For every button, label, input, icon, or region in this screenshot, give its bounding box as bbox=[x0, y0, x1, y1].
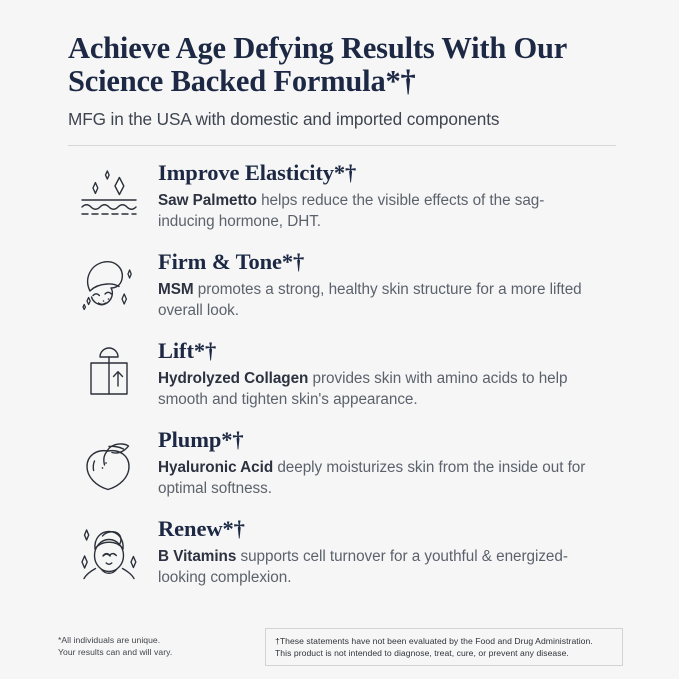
feature-description-text: provides skin with amino acids to help s… bbox=[158, 370, 568, 408]
feature-description-text: helps reduce the visible effects of the … bbox=[158, 192, 545, 230]
ingredient-name: B Vitamins bbox=[158, 548, 237, 565]
feature-description: MSM promotes a strong, healthy skin stru… bbox=[158, 279, 598, 321]
face-profile-sparkle-icon bbox=[68, 249, 150, 315]
feature-item-firm-and-tone: Firm & Tone*† MSM promotes a strong, hea… bbox=[68, 249, 619, 331]
footer: *All individuals are unique. Your result… bbox=[58, 628, 623, 666]
feature-text-block: Improve Elasticity*† Saw Palmetto helps … bbox=[150, 160, 619, 232]
feature-list: Improve Elasticity*† Saw Palmetto helps … bbox=[68, 160, 619, 598]
feature-title: Improve Elasticity*† bbox=[158, 160, 357, 185]
feature-item-renew: Renew*† B Vitamins supports cell turnove… bbox=[68, 516, 619, 598]
face-hair-towel-sparkle-icon bbox=[68, 516, 150, 586]
feature-description: Hydrolyzed Collagen provides skin with a… bbox=[158, 368, 598, 410]
ingredient-name: MSM bbox=[158, 281, 194, 298]
feature-title: Firm & Tone*† bbox=[158, 249, 305, 274]
feature-description-text: promotes a strong, healthy skin structur… bbox=[158, 281, 582, 319]
feature-text-block: Renew*† B Vitamins supports cell turnove… bbox=[150, 516, 619, 588]
fda-disclaimer-line-2: This product is not intended to diagnose… bbox=[275, 648, 569, 658]
page-subtitle: MFG in the USA with domestic and importe… bbox=[68, 109, 500, 129]
feature-title: Lift*† bbox=[158, 338, 217, 363]
elevator-up-arrow-icon bbox=[68, 338, 150, 402]
feature-description: B Vitamins supports cell turnover for a … bbox=[158, 546, 598, 588]
feature-text-block: Plump*† Hyaluronic Acid deeply moisturiz… bbox=[150, 427, 619, 499]
feature-item-improve-elasticity: Improve Elasticity*† Saw Palmetto helps … bbox=[68, 160, 619, 242]
feature-description: Saw Palmetto helps reduce the visible ef… bbox=[158, 190, 598, 232]
feature-item-plump: Plump*† Hyaluronic Acid deeply moisturiz… bbox=[68, 427, 619, 509]
ingredient-name: Hydrolyzed Collagen bbox=[158, 370, 309, 387]
feature-description: Hyaluronic Acid deeply moisturizes skin … bbox=[158, 457, 598, 499]
feature-item-lift: Lift*† Hydrolyzed Collagen provides skin… bbox=[68, 338, 619, 420]
footnote-individual-results: *All individuals are unique. Your result… bbox=[58, 628, 248, 658]
footnote-line-1: *All individuals are unique. bbox=[58, 635, 161, 645]
ingredient-name: Saw Palmetto bbox=[158, 192, 257, 209]
feature-title: Renew*† bbox=[158, 516, 245, 541]
footnote-line-2: Your results can and will vary. bbox=[58, 647, 173, 657]
feature-title: Plump*† bbox=[158, 427, 244, 452]
peach-fruit-icon bbox=[68, 427, 150, 493]
sparkles-skin-lines-icon bbox=[68, 160, 150, 220]
header-divider bbox=[68, 145, 616, 146]
feature-description-text: deeply moisturizes skin from the inside … bbox=[158, 459, 586, 497]
page-headline: Achieve Age Defying Results With Our Sci… bbox=[68, 31, 567, 98]
fda-disclaimer-box: †These statements have not been evaluate… bbox=[265, 628, 623, 666]
feature-text-block: Lift*† Hydrolyzed Collagen provides skin… bbox=[150, 338, 619, 410]
fda-disclaimer-line-1: †These statements have not been evaluate… bbox=[275, 636, 593, 646]
feature-description-text: supports cell turnover for a youthful & … bbox=[158, 548, 568, 586]
ingredient-name: Hyaluronic Acid bbox=[158, 459, 274, 476]
feature-text-block: Firm & Tone*† MSM promotes a strong, hea… bbox=[150, 249, 619, 321]
